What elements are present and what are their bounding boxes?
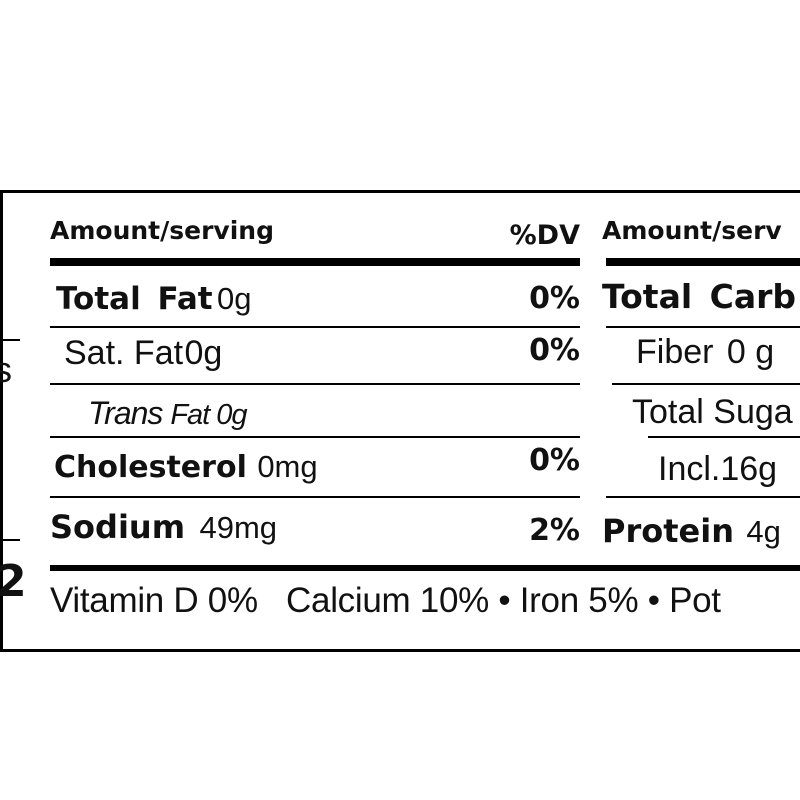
- cholesterol-amount: 0mg: [257, 449, 318, 484]
- total-fat-label: Total Fat: [56, 281, 213, 317]
- row-divider: [50, 326, 580, 328]
- added-sugars-label: Incl.16g: [658, 450, 778, 488]
- protein-amount: 4g: [746, 514, 781, 549]
- total-fat-line: Total Fat 0g: [56, 283, 252, 315]
- right-header-thick-rule: [606, 258, 800, 266]
- protein-label: Protein: [602, 512, 734, 550]
- trans-fat-label: Trans: [88, 395, 163, 431]
- cholesterol-dv: 0%: [529, 443, 580, 478]
- right-row-divider: [606, 496, 800, 498]
- sat-fat-label: Sat. Fat: [64, 334, 184, 372]
- cholesterol-line: Cholesterol 0mg: [54, 451, 318, 483]
- edge-rule-lower: [0, 539, 20, 541]
- bottom-thick-rule: [50, 565, 800, 571]
- row-divider: [50, 496, 580, 498]
- daily-value-header: %DV: [509, 220, 580, 251]
- nutrition-facts-panel: [0, 190, 800, 652]
- header-thick-rule: [50, 258, 580, 266]
- edge-fragment-s: s: [0, 349, 12, 390]
- sodium-amount: 49mg: [199, 510, 278, 545]
- left-nutrient-column: Amount/serving %DV Total Fat 0g 0% Sat. …: [50, 0, 580, 800]
- right-row-divider: [606, 326, 800, 328]
- row-divider: [50, 436, 580, 438]
- sodium-dv: 2%: [529, 513, 580, 548]
- total-carb-label: Total Carb: [602, 277, 797, 316]
- protein-line: Protein 4g: [602, 515, 781, 547]
- sat-fat-line: Sat. Fat 0g: [64, 336, 222, 370]
- right-row-divider: [648, 436, 800, 438]
- sat-fat-dv: 0%: [529, 333, 580, 368]
- trans-fat-amount: Fat 0g: [170, 399, 247, 431]
- sat-fat-amount: 0g: [184, 334, 223, 372]
- total-fat-dv: 0%: [529, 281, 580, 316]
- right-nutrient-column: Amount/serv Total Carb Fiber 0 g Total S…: [602, 0, 800, 800]
- amount-per-serving-header: Amount/serving: [50, 216, 274, 245]
- vitamins-minerals-line: Vitamin D 0% Calcium 10% • Iron 5% • Pot: [50, 581, 721, 620]
- fiber-amount: 0 g: [726, 333, 775, 371]
- sodium-line: Sodium 49mg: [50, 511, 277, 543]
- row-divider: [50, 383, 580, 385]
- trans-fat-line: Trans Fat 0g: [88, 395, 248, 431]
- fiber-line: Fiber 0 g: [636, 335, 774, 369]
- edge-fragment-two: 2: [0, 556, 27, 607]
- total-fat-amount: 0g: [217, 281, 252, 316]
- edge-rule-upper: [0, 339, 20, 341]
- total-sugars-label: Total Suga: [632, 393, 793, 431]
- right-amount-header: Amount/serv: [602, 216, 782, 245]
- sodium-label: Sodium: [50, 508, 186, 546]
- right-row-divider: [612, 383, 800, 385]
- cholesterol-label: Cholesterol: [54, 450, 247, 485]
- fiber-label: Fiber: [636, 333, 714, 371]
